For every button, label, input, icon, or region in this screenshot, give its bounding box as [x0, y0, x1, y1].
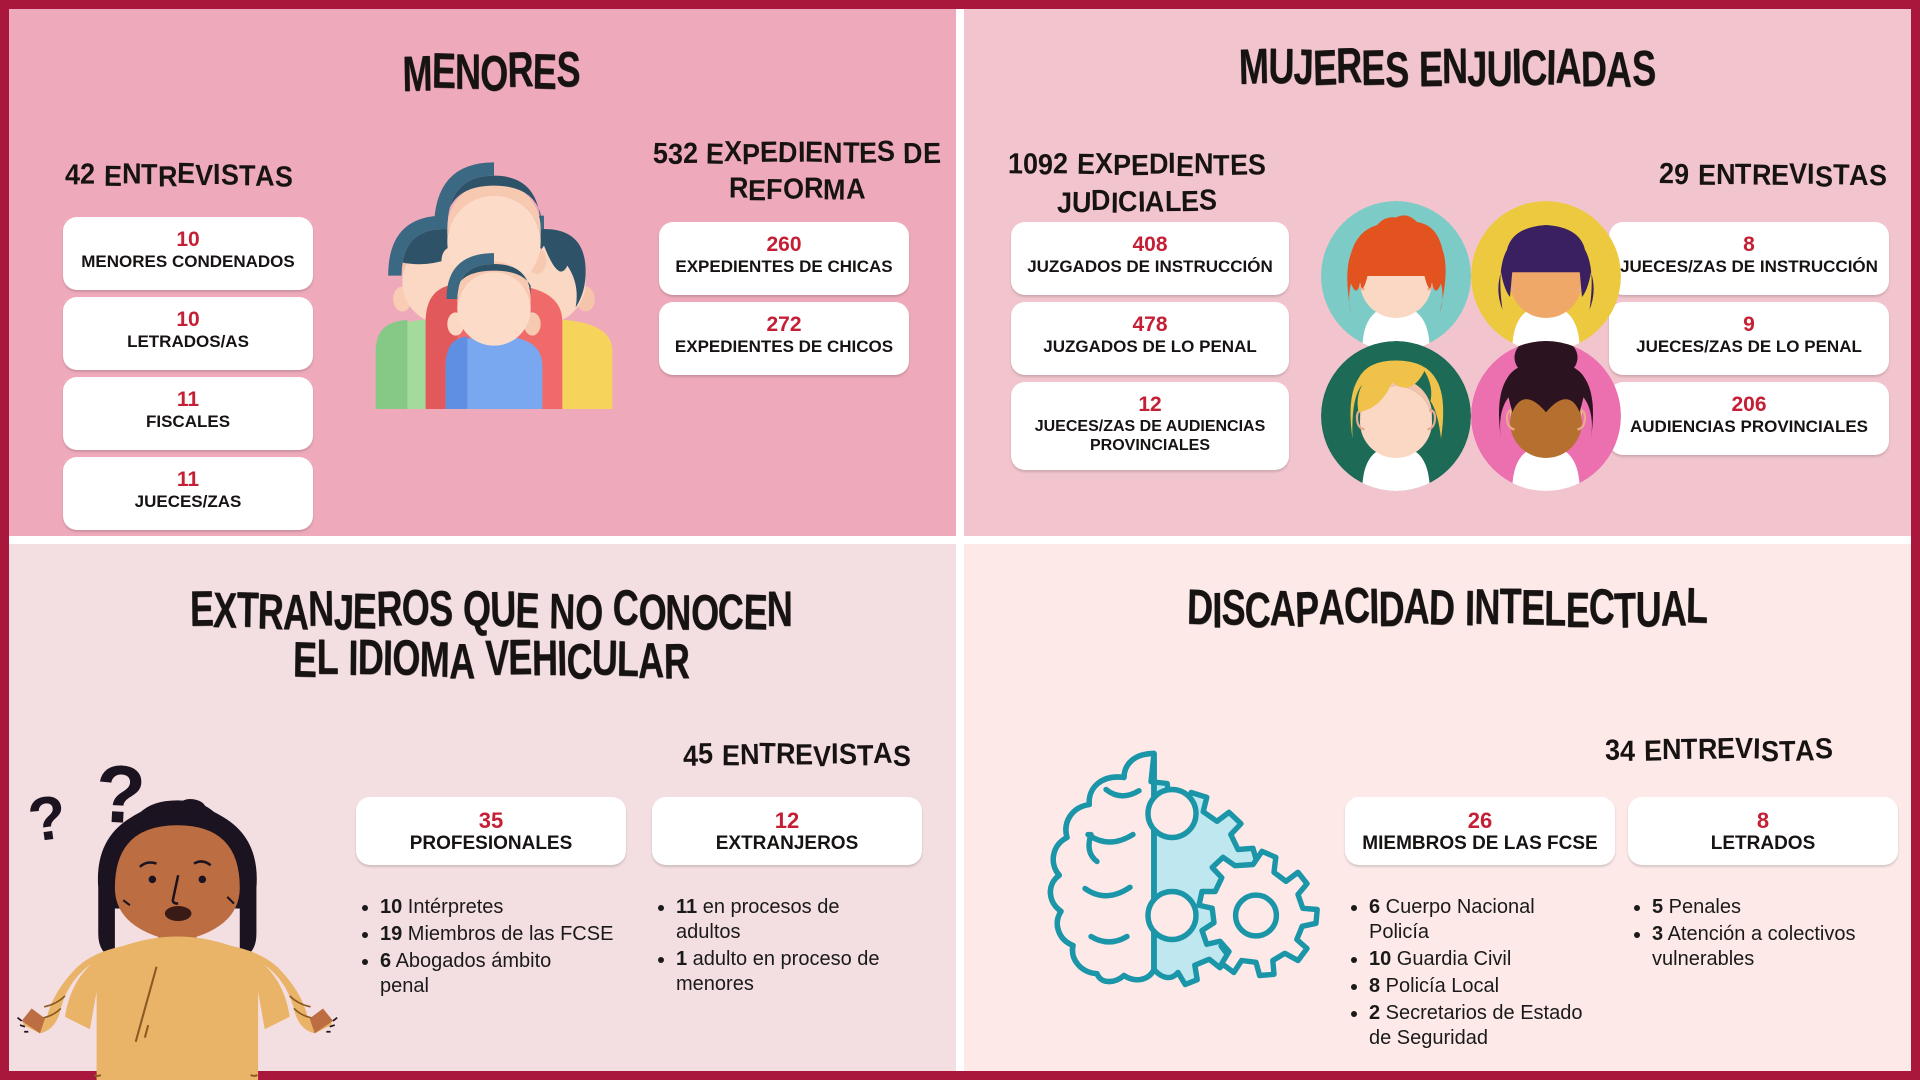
svg-text:?: ? — [24, 782, 71, 856]
